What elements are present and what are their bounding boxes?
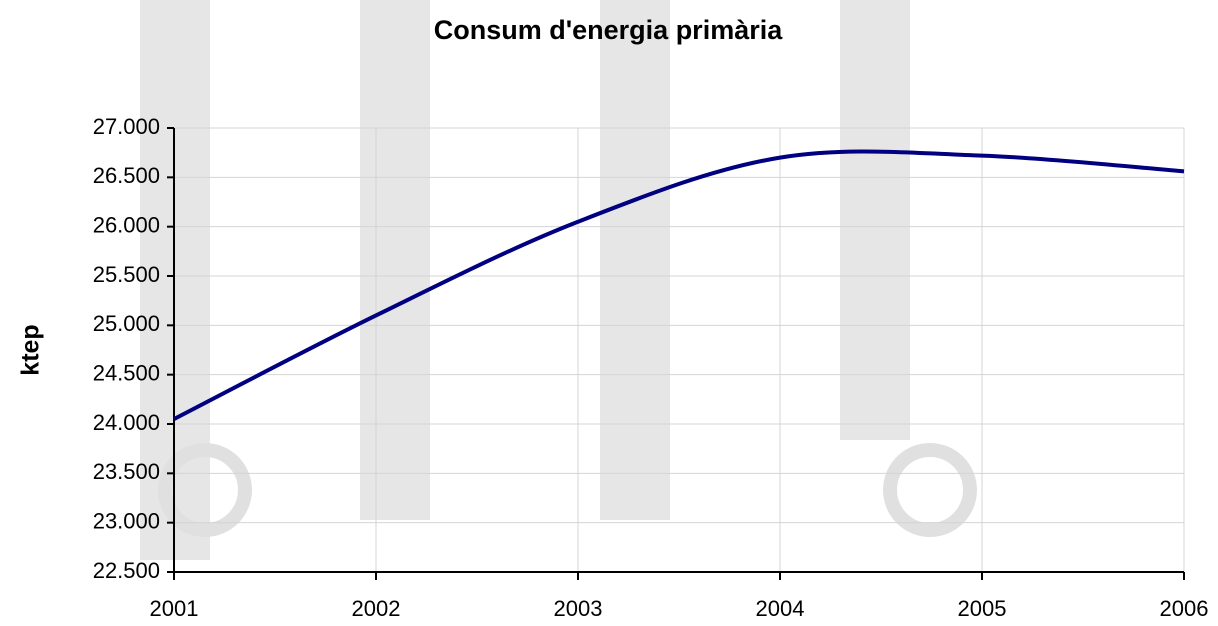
watermark <box>140 0 970 560</box>
y-tick-label: 27.000 <box>93 114 160 139</box>
y-tick-label: 23.000 <box>93 508 160 533</box>
x-tick-label: 2001 <box>150 596 199 621</box>
y-tick-label: 26.000 <box>93 212 160 237</box>
data-line <box>174 151 1184 419</box>
x-tick-label: 2006 <box>1160 596 1209 621</box>
chart-title: Consum d'energia primària <box>434 15 783 45</box>
y-tick-label: 26.500 <box>93 163 160 188</box>
chart: Consum d'energia primària ktep 22.500 23.… <box>0 0 1218 626</box>
y-axis-label: ktep <box>17 324 45 375</box>
y-tick-label: 24.000 <box>93 410 160 435</box>
y-tick-label: 23.500 <box>93 459 160 484</box>
y-tick-label: 25.000 <box>93 311 160 336</box>
x-tick-label: 2005 <box>958 596 1007 621</box>
x-tick-label: 2003 <box>554 596 603 621</box>
y-tick-label: 25.500 <box>93 262 160 287</box>
x-tick-label: 2002 <box>352 596 401 621</box>
x-tick-label: 2004 <box>756 596 805 621</box>
y-tick-label: 24.500 <box>93 360 160 385</box>
y-tick-label: 22.500 <box>93 558 160 583</box>
